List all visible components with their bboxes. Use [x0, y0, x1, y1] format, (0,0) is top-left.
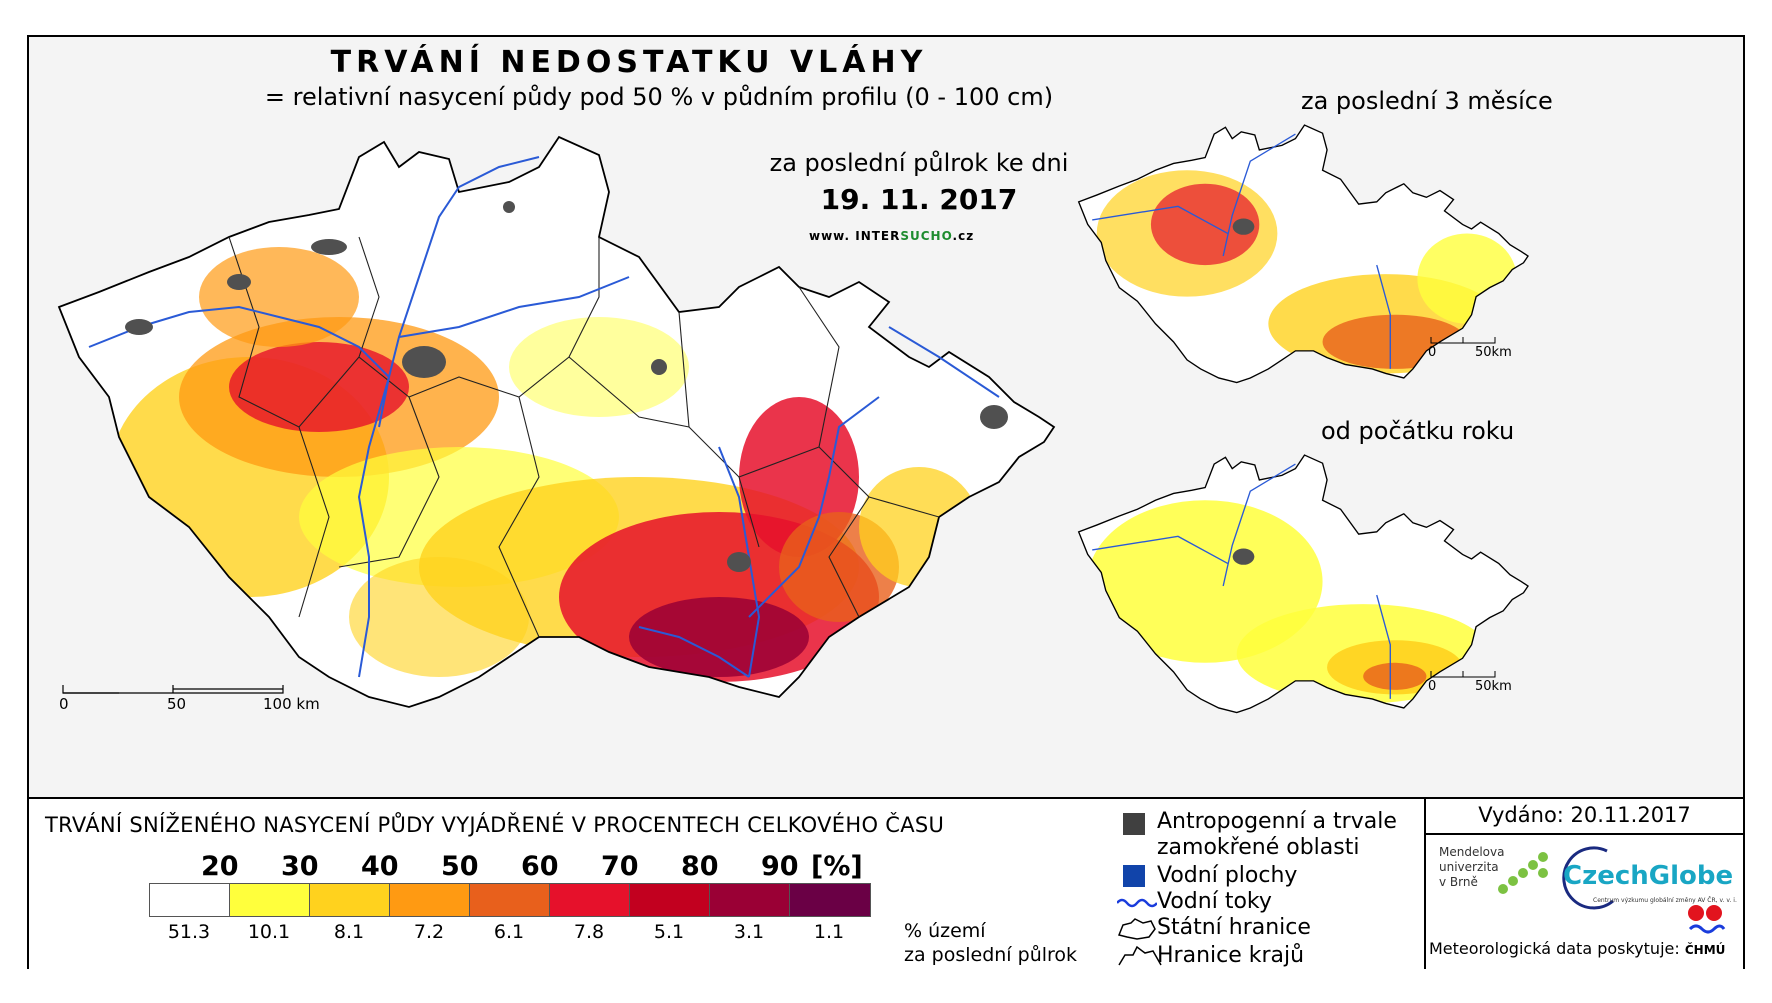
legend-pct: 8.1	[333, 921, 365, 943]
met-data-credit: Meteorologická data poskytuje: ČHMÚ	[1429, 939, 1726, 958]
inset-label-3-months: za poslední 3 měsíce	[1301, 87, 1553, 115]
legend-pct: 3.1	[733, 921, 765, 943]
mendel-logo: Mendelova univerzita v Brně	[1439, 845, 1548, 894]
issued-date: Vydáno: 20.11.2017	[1478, 803, 1691, 827]
map-title: TRVÁNÍ NEDOSTATKU VLÁHY	[330, 45, 928, 80]
legend-separator	[1424, 799, 1426, 969]
date-label: 19. 11. 2017	[820, 183, 1018, 216]
percent-note-line1: % území	[904, 920, 986, 942]
legend-tick: 30	[281, 851, 319, 882]
legend-tick: 20	[201, 851, 239, 882]
czechglobe-word: CzechGlobe	[1563, 861, 1734, 891]
scale-label-50: 50	[167, 695, 186, 713]
chmu-icon	[1688, 905, 1726, 934]
legend-color-swatch	[230, 884, 310, 916]
legend-pct: 7.2	[413, 921, 445, 943]
legend-percent-note: % území za poslední půlrok	[904, 919, 1077, 967]
main-map: 0 50 100 km	[57, 135, 1056, 713]
period-label: za poslední půlrok ke dni	[769, 149, 1069, 177]
czechglobe-arc-icon	[1562, 846, 1614, 910]
water-body-icon	[1117, 863, 1157, 891]
symbol-rivers: Vodní toky	[1157, 889, 1272, 914]
legend-color-swatch	[470, 884, 550, 916]
inset-scale-3-months	[1430, 337, 1496, 344]
urban-area-icon	[1117, 809, 1157, 837]
legend-tick: 70	[601, 851, 639, 882]
legend-pct: 51.3	[167, 921, 211, 943]
legend-color-swatch	[630, 884, 710, 916]
region-border-icon	[1117, 943, 1162, 971]
legend-panel: TRVÁNÍ SNÍŽENÉHO NASYCENÍ PŮDY VYJÁDŘENÉ…	[29, 797, 1743, 969]
legend-tick: 90	[761, 851, 799, 882]
state-border-icon	[1117, 915, 1157, 943]
legend-pct: 6.1	[493, 921, 525, 943]
inset-map-year	[1077, 454, 1529, 714]
map-frame: TRVÁNÍ NEDOSTATKU VLÁHY = relativní nasy…	[27, 35, 1745, 969]
percent-note-line2: za poslední půlrok	[904, 944, 1078, 966]
inset-scale-50: 50km	[1475, 345, 1512, 360]
river-icon	[1116, 889, 1158, 917]
symbol-anthropogenic-line2: zamokřené oblasti	[1157, 835, 1360, 860]
legend-color-swatch	[790, 884, 870, 916]
legend-pct: 5.1	[653, 921, 685, 943]
legend-tick: 50	[441, 851, 479, 882]
legend-tick: 80	[681, 851, 719, 882]
legend-pct: 1.1	[813, 921, 845, 943]
symbol-state-border: Státní hranice	[1157, 915, 1311, 940]
legend-pct: 10.1	[247, 921, 291, 943]
chmu-logo	[1686, 903, 1726, 941]
inset-scale-year	[1430, 671, 1496, 678]
legend-color-swatch	[710, 884, 790, 916]
czechglobe-sub: Centrum výzkumu globální změny AV ČR, v.…	[1593, 897, 1737, 904]
symbol-anthropogenic-line1: Antropogenní a trvale	[1157, 809, 1397, 834]
mendel-dots-icon	[1498, 852, 1548, 894]
symbol-water-bodies: Vodní plochy	[1157, 863, 1298, 888]
issued-separator	[1426, 833, 1743, 835]
website-label[interactable]: www. INTERSUCHO.cz	[809, 229, 975, 243]
legend-tick: 60	[521, 851, 559, 882]
inset-scale-year-50: 50km	[1475, 679, 1512, 694]
legend-title: TRVÁNÍ SNÍŽENÉHO NASYCENÍ PŮDY VYJÁDŘENÉ…	[45, 813, 945, 837]
inset-map-3-months	[1077, 124, 1529, 384]
map-subtitle: = relativní nasycení půdy pod 50 % v půd…	[264, 83, 1054, 111]
legend-colorbar	[149, 883, 871, 917]
inset-label-year: od počátku roku	[1321, 417, 1515, 445]
legend-unit: [%]	[811, 851, 863, 882]
map-panel: TRVÁNÍ NEDOSTATKU VLÁHY = relativní nasy…	[29, 37, 1743, 797]
scale-label-100: 100 km	[263, 695, 320, 713]
inset-scale-year-0: 0	[1428, 679, 1437, 694]
legend-color-swatch	[390, 884, 470, 916]
legend-color-swatch	[550, 884, 630, 916]
legend-pct: 7.8	[573, 921, 605, 943]
symbol-regions: Hranice krajů	[1157, 943, 1305, 968]
legend-color-swatch	[150, 884, 230, 916]
inset-scale-0: 0	[1428, 345, 1437, 360]
legend-color-swatch	[310, 884, 390, 916]
czechglobe-logo: CzechGlobe Centrum výzkumu globální změn…	[1553, 843, 1737, 913]
legend-tick: 40	[361, 851, 399, 882]
scale-label-0: 0	[59, 695, 69, 713]
